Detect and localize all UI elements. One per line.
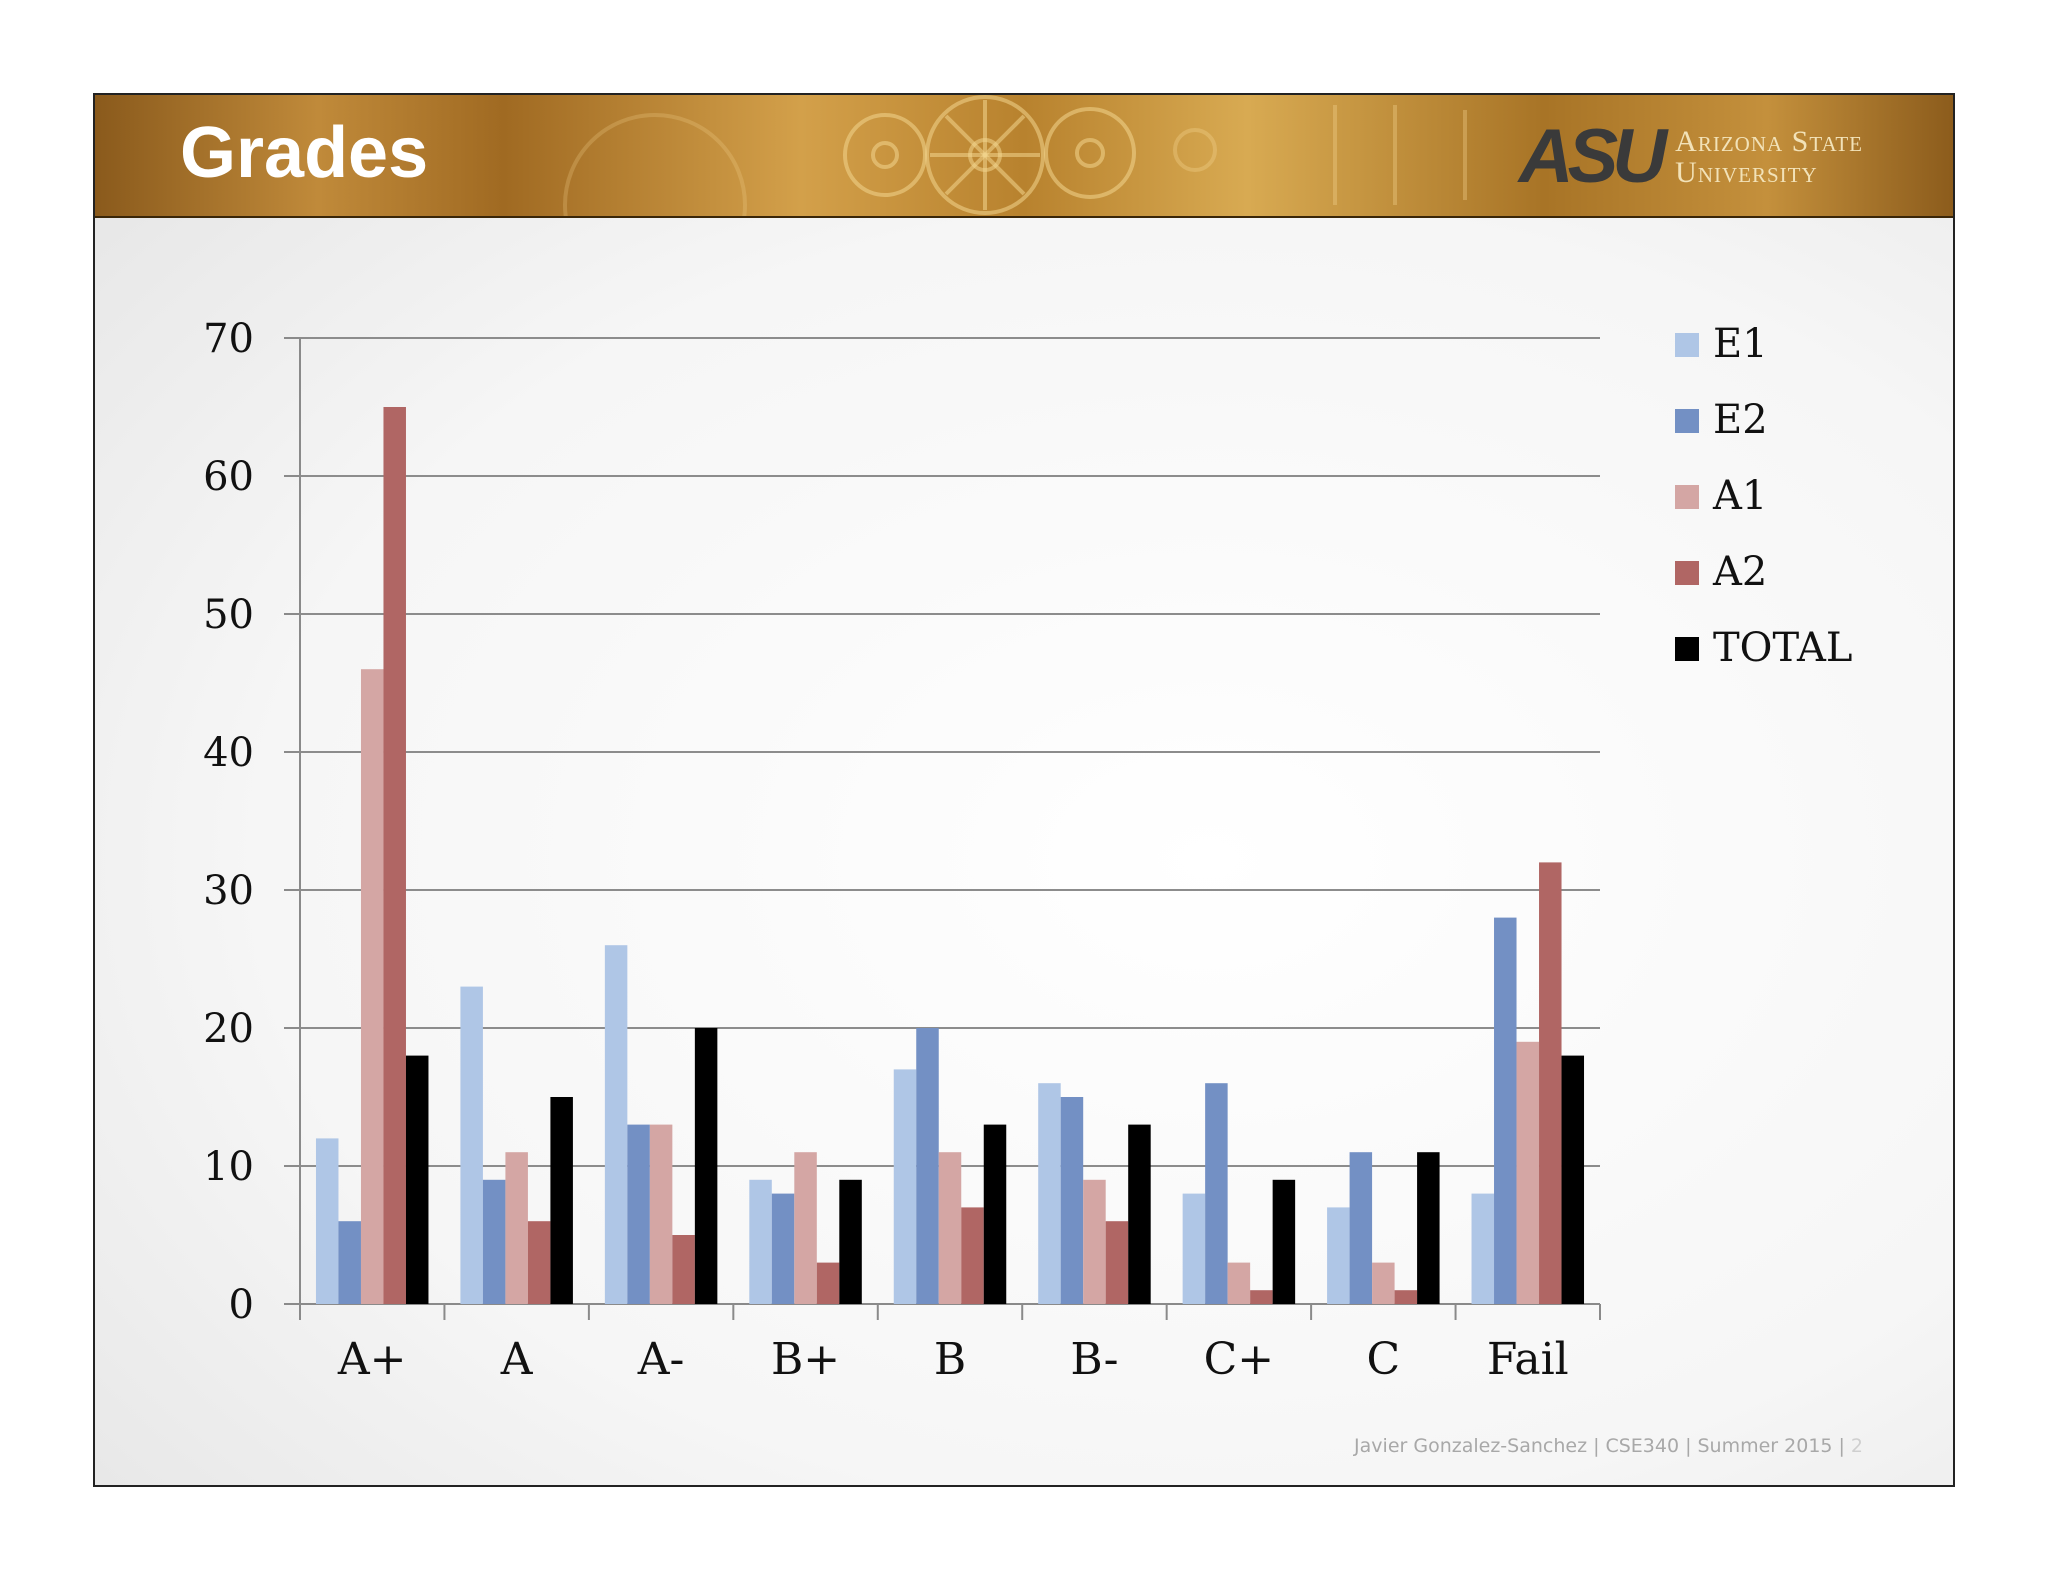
asu-logo-line1: Arizona State	[1675, 124, 1863, 158]
title-banner: Grades ASU Arizona State University	[95, 95, 1953, 218]
bar-e2-B-	[1060, 1097, 1084, 1304]
x-tick-label: A+	[337, 1334, 407, 1385]
x-tick-label: C	[1366, 1334, 1400, 1385]
bar-a1-A-	[649, 1124, 673, 1304]
bar-a2-Fail	[1539, 862, 1562, 1304]
slide-footer: Javier Gonzalez-Sanchez | CSE340 | Summer 20…	[1354, 1435, 1863, 1457]
footer-author: Javier Gonzalez-Sanchez	[1354, 1435, 1588, 1457]
asu-logo-name: Arizona State University	[1675, 124, 1863, 189]
bar-total-A	[550, 1097, 573, 1304]
legend-swatch-total	[1675, 637, 1699, 661]
bar-e2-A	[482, 1179, 506, 1304]
bar-e1-B	[893, 1069, 917, 1304]
bar-total-C	[1417, 1152, 1440, 1304]
footer-course: CSE340	[1605, 1435, 1680, 1457]
bar-e2-A+	[338, 1221, 361, 1304]
bar-a1-A+	[360, 669, 384, 1304]
bar-e2-B	[916, 1028, 939, 1304]
bar-a2-B+	[816, 1262, 840, 1304]
bar-a2-B-	[1105, 1221, 1129, 1304]
bar-a2-A	[527, 1221, 551, 1304]
legend-swatch-a2	[1675, 561, 1699, 585]
bar-e1-B+	[749, 1179, 772, 1304]
y-tick-label: 50	[203, 592, 254, 638]
x-tick-label: B-	[1070, 1334, 1118, 1385]
y-tick-label: 0	[229, 1282, 254, 1328]
legend-label-a2: A2	[1712, 549, 1767, 595]
y-tick-label: 20	[203, 1006, 254, 1052]
bar-a2-C+	[1250, 1290, 1273, 1304]
x-tick-label: B+	[771, 1334, 840, 1385]
bar-a1-C	[1372, 1262, 1395, 1304]
bar-e2-A-	[627, 1124, 650, 1304]
bar-a1-B-	[1083, 1179, 1106, 1304]
bar-e1-Fail	[1471, 1193, 1495, 1304]
bar-a2-B	[961, 1207, 984, 1304]
y-tick-label: 30	[203, 868, 254, 914]
asu-logo-mark: ASU	[1518, 114, 1667, 199]
legend-swatch-e1	[1675, 333, 1699, 357]
bar-a2-C	[1394, 1290, 1418, 1304]
bar-e2-C	[1349, 1152, 1373, 1304]
bar-total-A+	[405, 1055, 429, 1304]
bar-a1-B	[938, 1152, 962, 1304]
y-tick-label: 40	[203, 730, 254, 776]
bar-total-A-	[694, 1028, 718, 1304]
x-tick-label: Fail	[1487, 1334, 1569, 1385]
x-tick-label: A-	[637, 1334, 685, 1385]
legend-label-e1: E1	[1713, 321, 1768, 367]
y-tick-label: 60	[203, 454, 254, 500]
bar-total-C+	[1272, 1179, 1296, 1304]
legend-swatch-a1	[1675, 485, 1699, 509]
bar-e2-C+	[1205, 1083, 1228, 1304]
bar-total-B-	[1128, 1124, 1151, 1304]
asu-logo-line2: University	[1675, 156, 1818, 189]
x-tick-label: B	[934, 1334, 966, 1385]
footer-page-number: 2	[1850, 1435, 1863, 1457]
bar-a2-A+	[383, 407, 406, 1304]
grades-bar-chart: 0 10 20 30 40 50 60 70 A+ A A- B+ B B- C+ C Fail E1 E2 A1 A2…	[203, 316, 1852, 1385]
legend-label-a1: A1	[1712, 473, 1767, 519]
bar-e1-B-	[1038, 1083, 1061, 1304]
bar-a1-B+	[794, 1152, 817, 1304]
bar-total-B	[983, 1124, 1007, 1304]
asu-logo: ASU Arizona State University	[1519, 119, 1863, 195]
bar-e1-A	[460, 986, 483, 1304]
bar-a1-A	[505, 1152, 528, 1304]
bar-e2-B+	[771, 1193, 795, 1304]
x-tick-label: A	[500, 1334, 534, 1385]
bar-e1-C+	[1182, 1193, 1206, 1304]
footer-term: Summer 2015	[1697, 1435, 1833, 1457]
bar-e1-A+	[315, 1138, 339, 1304]
bar-a1-Fail	[1516, 1041, 1540, 1304]
bar-total-B+	[839, 1179, 862, 1304]
gears-decoration	[563, 95, 1467, 216]
legend-label-total: TOTAL	[1713, 625, 1852, 671]
bar-e1-C	[1327, 1207, 1350, 1304]
y-tick-label: 10	[203, 1144, 254, 1190]
slide-title: Grades	[180, 113, 429, 193]
legend-swatch-e2	[1675, 409, 1699, 433]
x-tick-label: C+	[1204, 1334, 1275, 1385]
bar-e2-Fail	[1494, 917, 1517, 1304]
legend-label-e2: E2	[1713, 397, 1768, 443]
y-tick-label: 70	[203, 316, 254, 362]
bar-e1-A-	[604, 945, 628, 1304]
bar-a2-A-	[672, 1235, 695, 1304]
bar-a1-C+	[1227, 1262, 1251, 1304]
slide: Grades ASU Arizona State University 0 10 2…	[93, 93, 1955, 1487]
bar-total-Fail	[1561, 1055, 1585, 1304]
